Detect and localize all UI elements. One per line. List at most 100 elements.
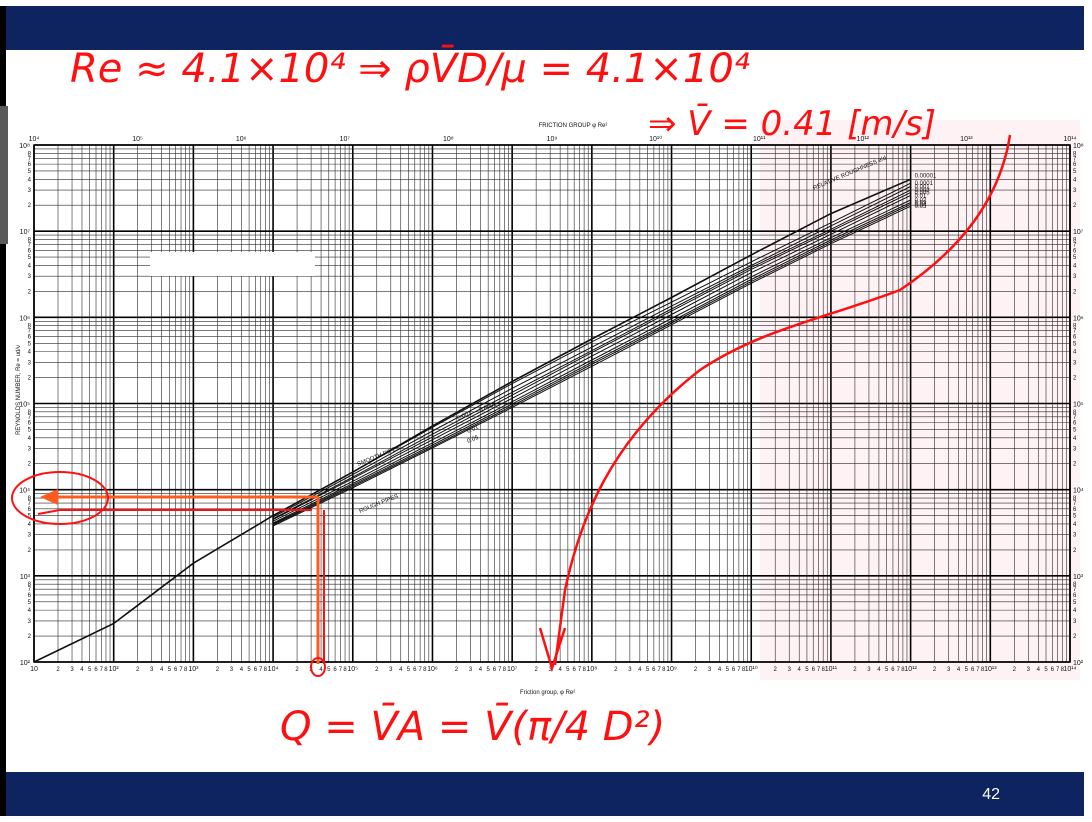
inline-roughness-label: 0.05	[467, 435, 481, 445]
x-minor-tick-label: 8	[981, 667, 985, 673]
y-minor-tick-label: 3	[1073, 360, 1077, 366]
x-decade-label: 10¹²	[904, 666, 917, 673]
y-minor-tick-label: 2	[28, 203, 32, 209]
y-minor-tick-label: 8	[28, 238, 32, 244]
y-minor-tick-label: 7	[1073, 587, 1077, 593]
y-minor-tick-label: 5	[28, 600, 32, 606]
y-minor-tick-label: 6	[28, 334, 32, 340]
x-minor-tick-label: 2	[216, 667, 220, 673]
y-minor-tick-label: 4	[28, 263, 32, 269]
series-line	[272, 182, 911, 517]
y-minor-tick-label: 4	[28, 522, 32, 528]
y-minor-tick-label: 4	[1073, 522, 1077, 528]
y-decade-label: 10³	[20, 574, 31, 581]
x-minor-tick-label: 2	[56, 667, 60, 673]
y-decade-label: 10⁸	[1073, 143, 1084, 150]
x-minor-tick-label: 3	[1027, 667, 1031, 673]
x-minor-tick-label: 2	[694, 667, 698, 673]
y-minor-tick-label: 7	[28, 329, 32, 335]
y-minor-tick-label: 3	[28, 619, 32, 625]
x-minor-tick-label: 6	[493, 667, 497, 673]
series-line	[272, 203, 911, 526]
x-minor-tick-label: 3	[230, 667, 234, 673]
y-minor-tick-label: 4	[1073, 436, 1077, 442]
x-decade-label: 10⁸	[586, 666, 597, 673]
x-decade-label: 10¹⁴	[1063, 666, 1076, 673]
series-label: 0.005	[915, 191, 931, 197]
x-top-decade-label: 10¹⁰	[649, 135, 662, 143]
x-minor-tick-label: 2	[295, 667, 299, 673]
x-minor-tick-label: 4	[160, 667, 164, 673]
series-line	[272, 202, 911, 525]
y-minor-tick-label: 3	[28, 447, 32, 453]
y-decade-label: 10⁸	[19, 143, 30, 150]
x-minor-tick-label: 7	[100, 667, 104, 673]
x-minor-tick-label: 5	[407, 667, 411, 673]
y-minor-tick-label: 8	[1073, 324, 1077, 330]
y-minor-tick-label: 6	[28, 248, 32, 254]
x-minor-tick-label: 8	[742, 667, 746, 673]
y-decade-label: 10⁷	[20, 229, 31, 236]
series-label: 0.04	[915, 202, 927, 208]
x-minor-tick-label: 4	[240, 667, 244, 673]
x-minor-tick-label: 8	[582, 667, 586, 673]
annotation-connector	[553, 134, 1012, 666]
x-decade-label: 10⁹	[666, 666, 677, 673]
x-minor-tick-label: 5	[646, 667, 650, 673]
x-minor-tick-label: 6	[94, 667, 98, 673]
x-decade-label: 10²	[109, 666, 120, 673]
series-label: 0.03	[915, 201, 927, 207]
y-minor-tick-label: 5	[28, 514, 32, 520]
y-decade-label: 10⁵	[19, 402, 30, 409]
chart-grid	[33, 144, 1071, 663]
x-minor-tick-label: 3	[70, 667, 74, 673]
y-minor-tick-label: 5	[28, 341, 32, 347]
x-top-decade-label: 10⁹	[547, 136, 558, 143]
y-minor-tick-label: 5	[1073, 169, 1077, 175]
side-tab	[0, 106, 8, 244]
y-minor-tick-label: 8	[1073, 238, 1077, 244]
x-minor-tick-label: 2	[614, 667, 618, 673]
x-minor-tick-label: 7	[259, 667, 263, 673]
x-minor-tick-label: 6	[333, 667, 337, 673]
x-minor-tick-label: 6	[891, 667, 895, 673]
x-top-decade-label: 10¹³	[960, 136, 973, 143]
x-minor-tick-label: 2	[774, 667, 778, 673]
x-minor-tick-label: 5	[726, 667, 730, 673]
series-label: 0.001	[915, 184, 931, 190]
chart-frame	[33, 144, 1071, 663]
x-minor-tick-label: 4	[957, 667, 961, 673]
y-minor-tick-label: 6	[1073, 162, 1077, 168]
y-minor-tick-label: 6	[1073, 334, 1077, 340]
annotation-arrowhead	[538, 627, 567, 673]
x-minor-tick-label: 3	[150, 667, 154, 673]
left-edge	[0, 6, 6, 816]
y-minor-tick-label: 2	[28, 289, 32, 295]
x-minor-tick-label: 5	[1044, 667, 1048, 673]
rough-pipes-label: ROUGH PIPES	[359, 494, 400, 515]
reading-highlight	[11, 471, 326, 677]
x-minor-tick-label: 5	[805, 667, 809, 673]
x-minor-tick-label: 8	[822, 667, 826, 673]
x-minor-tick-label: 2	[933, 667, 937, 673]
x-minor-tick-label: 8	[184, 667, 188, 673]
x-minor-tick-label: 4	[479, 667, 483, 673]
y-minor-tick-label: 6	[1073, 593, 1077, 599]
x-minor-tick-label: 2	[455, 667, 459, 673]
x-minor-tick-label: 8	[503, 667, 507, 673]
y-axis-title: REYNOLDS NUMBER, Re = ud/ν	[16, 345, 22, 435]
x-minor-tick-label: 8	[264, 667, 268, 673]
series-label: 0.02	[915, 198, 927, 204]
series-label: 0.003	[915, 188, 931, 194]
y-minor-tick-label: 2	[1073, 376, 1077, 382]
x-minor-tick-label: 6	[1051, 667, 1055, 673]
y-decade-label: 10³	[1073, 574, 1084, 581]
y-minor-tick-label: 2	[1073, 462, 1077, 468]
y-minor-tick-label: 4	[1073, 263, 1077, 269]
y-minor-tick-label: 6	[28, 593, 32, 599]
x-minor-tick-label: 4	[558, 667, 562, 673]
x-minor-tick-label: 6	[812, 667, 816, 673]
y-minor-tick-label: 4	[28, 436, 32, 442]
y-minor-tick-label: 5	[28, 255, 32, 261]
